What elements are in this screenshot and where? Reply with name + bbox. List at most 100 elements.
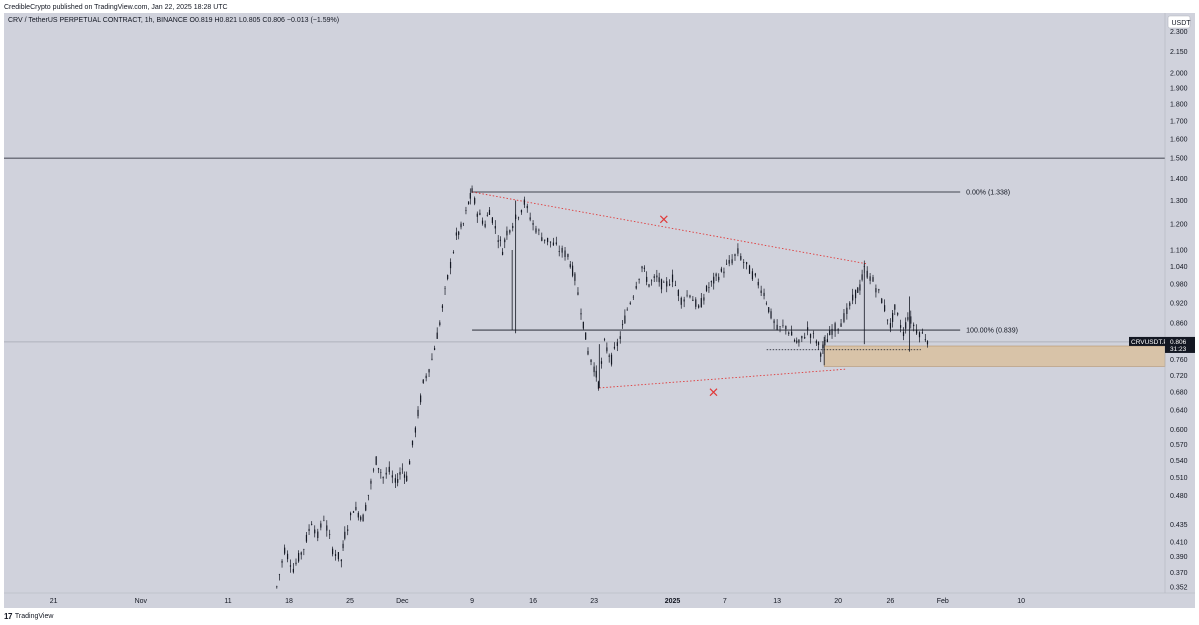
price-tag-symbol-bg [1129,336,1165,346]
candle-body [355,506,357,510]
candle-body [926,341,929,345]
price-tick-label: 1.900 [1170,86,1188,93]
candle-body [924,339,926,341]
candle-body [748,265,751,274]
candle-body [703,297,705,301]
candle-body [610,354,613,365]
candle-body [590,359,592,362]
candle-body [375,456,377,465]
candle-body [365,504,367,511]
candle-body [494,226,496,229]
candle-body [308,528,310,531]
candle-body [481,220,484,224]
candle-body [770,311,772,319]
candle-body [872,277,874,282]
candle-body [632,296,634,298]
candle-body [849,302,851,306]
chart-area[interactable]: 0.00% (1.338) 100.00% (0.839) 2.300 2.150 2.… [4,13,1195,608]
candle-body [796,340,798,343]
candle-body [447,275,449,280]
candle-body [506,230,508,236]
time-tick-label: 21 [50,598,58,605]
candle-body [397,479,399,483]
price-tick-label: 1.100 [1170,247,1188,254]
candle-body [281,560,283,563]
candle-body [520,210,523,213]
candle-body [651,280,653,282]
candle-body [372,469,375,471]
candle-body [471,188,473,193]
candle-body [300,552,302,555]
candle-body [902,331,905,336]
candle-body [323,520,325,521]
price-tag-countdown: 31:23 [1170,346,1187,353]
candle-body [653,276,655,278]
time-tick-label: 23 [590,598,598,605]
candle-body [399,472,401,475]
candle-body [822,344,824,349]
candle-body [809,334,812,338]
candle-body [441,305,444,308]
time-tick-label: 20 [834,598,842,605]
footer: 17 TradingView [4,611,53,623]
price-chart[interactable]: 0.00% (1.338) 100.00% (0.839) 2.300 2.150 2.… [4,13,1195,608]
candle-body [544,239,546,241]
candle-body [499,239,501,241]
candle-body [571,265,574,276]
candle-body [436,332,438,339]
candle-body [768,307,770,313]
candle-body [669,284,671,286]
candle-body [754,273,756,276]
candle-body [532,222,534,225]
candle-body [763,292,765,297]
time-tick-label: 26 [887,598,895,605]
candle-body [509,230,511,233]
legend-part: 0.819 [195,17,214,24]
candle-body [629,302,631,304]
candle-body [278,574,281,576]
price-tick-label: 0.920 [1170,300,1188,307]
candle-body [555,242,557,245]
price-tag-value-bg [1165,336,1195,353]
candle-body [918,332,921,338]
legend-part: L [239,17,243,24]
time-tick-label: 7 [723,598,727,605]
x-marker-stroke [709,388,718,397]
candle-body [892,313,894,322]
currency-label: USDT [1172,20,1192,27]
candle-body [680,297,682,305]
time-tick-label: 18 [285,598,293,605]
candle-body [757,281,759,286]
candle-body [921,332,923,334]
price-tick-label: 0.680 [1170,390,1188,397]
x-marker-icon [709,388,718,397]
candle-body [854,289,857,299]
price-tick-label: 0.600 [1170,427,1188,434]
candle-body [852,294,854,301]
candle-body [340,559,342,562]
candle-body [541,237,543,241]
candle-body [695,299,697,307]
candle-body [715,273,717,277]
candle-body [474,198,476,204]
candle-body [367,494,369,496]
candle-body [700,298,702,308]
price-tick-label: 1.700 [1170,119,1188,126]
candle-body [698,305,700,308]
candle-body [820,353,822,357]
candle-body [804,337,806,339]
price-tag-symbol: CRVUSDT.P [1131,339,1168,346]
candle-body [674,284,677,286]
candle-body [347,529,349,531]
candle-body [834,323,836,332]
candle-body [600,361,603,364]
candle-body [337,552,340,560]
candle-body [504,239,506,243]
time-tick-label: Feb [937,598,949,605]
candle-body [728,260,730,264]
candle-body [535,228,537,233]
candle-body [569,264,571,268]
candle-body [666,281,668,287]
candle-body [497,240,499,242]
candle-body [408,461,411,465]
